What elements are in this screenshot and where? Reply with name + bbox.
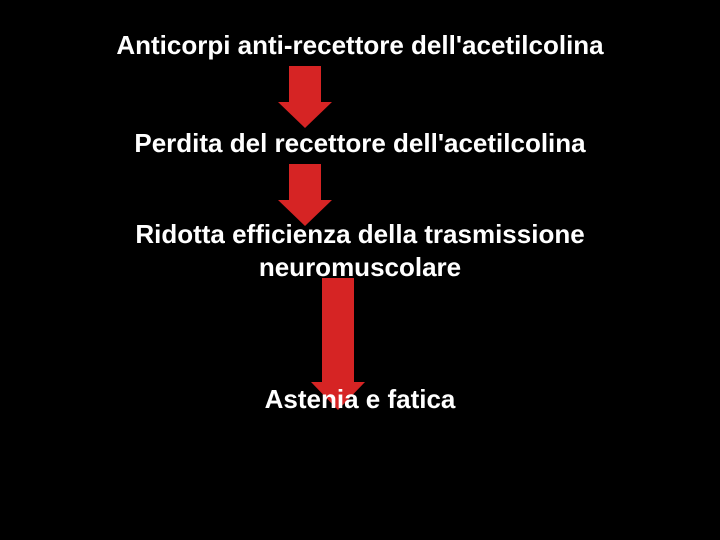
flow-step-4: Astenia e fatica [0,384,720,415]
flow-step-2: Perdita del recettore dell'acetilcolina [0,128,720,159]
arrow-head-icon [278,102,332,128]
flow-step-3-line1: Ridotta efficienza della trasmissione [135,219,584,249]
arrow-shaft [322,278,354,382]
flow-arrow-1 [278,66,332,128]
slide: Anticorpi anti-recettore dell'acetilcoli… [0,0,720,540]
flow-step-1: Anticorpi anti-recettore dell'acetilcoli… [0,30,720,61]
flow-step-3-line2: neuromuscolare [259,252,461,282]
flow-step-3: Ridotta efficienza della trasmissione ne… [0,218,720,283]
flow-arrow-2 [278,164,332,226]
arrow-shaft [289,164,321,200]
arrow-shaft [289,66,321,102]
